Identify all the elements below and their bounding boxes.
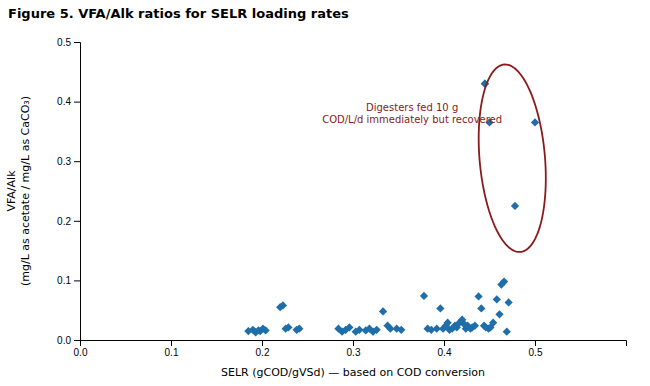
chart: Figure 5. VFA/Alk ratios for SELR loadin…	[0, 0, 650, 386]
x-axis-tick-label: 0.2	[256, 347, 270, 358]
point	[474, 292, 482, 300]
point	[279, 301, 287, 309]
point	[511, 202, 519, 210]
marks	[244, 64, 546, 336]
x-axis-tick-label: 0.0	[74, 347, 88, 358]
x-axis: 0.0 0.1 0.2 0.3 0.4 0.5	[74, 340, 627, 358]
point	[500, 277, 508, 285]
y-axis-tick-label: 0.2	[57, 216, 71, 227]
x-axis-tick: 0.4	[438, 340, 452, 358]
y-axis-tick: 0.5	[57, 37, 80, 48]
point	[295, 325, 303, 333]
x-axis-tick-mark	[353, 340, 354, 346]
x-axis-line	[81, 341, 627, 347]
x-axis-tick-mark	[171, 340, 172, 346]
x-axis-title: SELR (gCOD/gVSd) — based on COD conversi…	[221, 366, 485, 379]
x-axis-tick: 0.2	[256, 340, 270, 358]
annotation-line: COD/L/d immediately but recovered	[322, 114, 502, 125]
y-axis-tick-label: 0.5	[57, 37, 71, 48]
y-axis-tick: 0.2	[57, 216, 80, 227]
point	[420, 292, 428, 300]
y-axis-tick-mark	[74, 42, 80, 43]
point	[531, 118, 539, 126]
point	[477, 304, 485, 312]
point	[345, 323, 353, 331]
point	[444, 319, 452, 327]
x-axis-tick-mark	[535, 340, 536, 346]
point	[284, 323, 292, 331]
point	[489, 319, 497, 327]
y-axis-tick: 0.1	[57, 275, 80, 286]
y-axis-tick-mark	[74, 161, 80, 162]
x-axis-tick-mark	[262, 340, 263, 346]
point	[471, 322, 479, 330]
point	[504, 298, 512, 306]
y-axis-line	[74, 43, 81, 341]
y-axis: 0.0 0.1 0.2 0.3 0.4 0.5	[57, 37, 80, 346]
y-axis-title: VFA/Alk(mg/L as acetate / mg/L as CaCO₃)	[5, 96, 31, 286]
x-axis-tick-label: 0.3	[347, 347, 361, 358]
y-axis-tick-mark	[74, 280, 80, 281]
point	[503, 328, 511, 336]
title: Figure 5. VFA/Alk ratios for SELR loadin…	[8, 6, 349, 21]
y-axis-tick-mark	[74, 221, 80, 222]
point	[379, 307, 387, 315]
x-axis-tick-label: 0.4	[438, 347, 452, 358]
x-axis-tick: 0.0	[74, 340, 88, 358]
x-axis-tick: 0.3	[347, 340, 361, 358]
point	[397, 326, 405, 334]
point	[495, 310, 503, 318]
point	[436, 304, 444, 312]
annotation: Digesters fed 10 gCOD/L/d immediately bu…	[322, 102, 502, 125]
x-axis-tick-label: 0.1	[165, 347, 179, 358]
point	[373, 326, 381, 334]
y-axis-tick-label: 0.1	[57, 275, 71, 286]
x-axis-tick-label: 0.5	[529, 347, 543, 358]
y-axis-tick-label: 0.3	[57, 156, 71, 167]
point	[493, 295, 501, 303]
plot: 0.0 0.1 0.2 0.3 0.4 0.5 0.0 0.1 0.2 0.3 0.4 0.5 Dige…	[57, 37, 626, 358]
point	[262, 326, 270, 334]
y-axis-tick: 0.0	[57, 335, 80, 346]
y-axis-tick: 0.3	[57, 156, 80, 167]
x-axis-tick: 0.1	[165, 340, 179, 358]
y-axis-tick: 0.4	[57, 96, 80, 107]
x-axis-tick-mark	[444, 340, 445, 346]
highlight-ellipse	[479, 64, 546, 251]
y-axis-title-line: VFA/Alk	[5, 170, 18, 212]
annotation-line: Digesters fed 10 g	[366, 102, 458, 113]
y-axis-tick-mark	[74, 102, 80, 103]
x-axis-tick: 0.5	[529, 340, 543, 358]
y-axis-title-line: (mg/L as acetate / mg/L as CaCO₃)	[19, 96, 32, 286]
y-axis-tick-label: 0.0	[57, 335, 71, 346]
y-axis-tick-mark	[74, 340, 80, 341]
y-axis-tick-label: 0.4	[57, 96, 71, 107]
